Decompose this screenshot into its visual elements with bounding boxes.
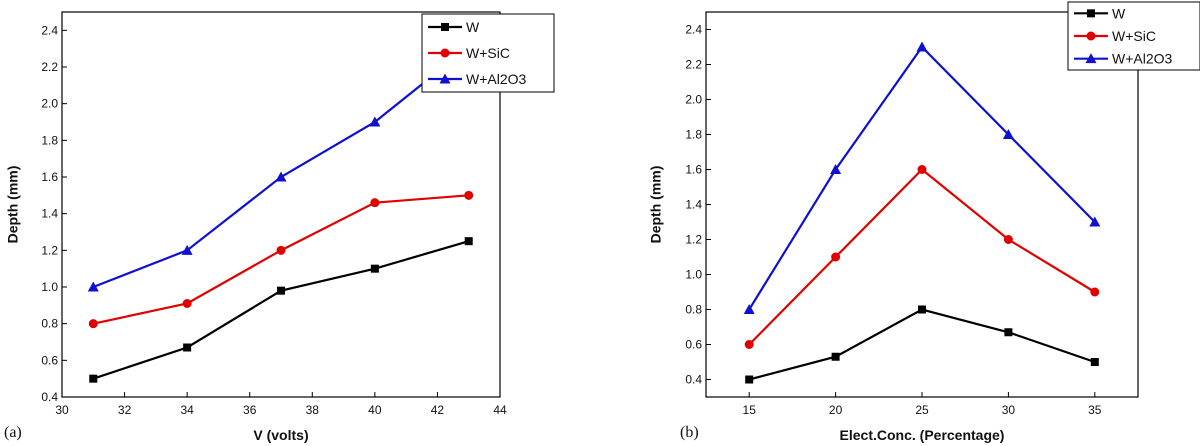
y-tick-label: 1.2 <box>685 233 702 247</box>
plot-frame <box>61 11 501 398</box>
y-tick-label: 1.2 <box>41 243 58 257</box>
y-tick-label: 0.8 <box>41 317 58 331</box>
y-tick-label: 1.6 <box>41 170 58 184</box>
x-axis-label: Elect.Conc. (Percentage) <box>840 427 1005 443</box>
data-point <box>1089 216 1101 227</box>
y-tick-label: 0.6 <box>685 338 702 352</box>
y-tick-label: 2.4 <box>41 23 58 37</box>
data-point <box>831 252 841 262</box>
data-point <box>745 375 754 384</box>
data-point <box>277 286 285 295</box>
legend-label: W+Al2O3 <box>1112 51 1173 67</box>
series-line <box>93 194 469 325</box>
x-axis-label: V (volts) <box>253 427 308 443</box>
y-tick-label: 0.4 <box>41 390 58 404</box>
legend-marker <box>1086 31 1096 41</box>
x-tick-label: 38 <box>306 403 320 417</box>
data-point <box>276 245 286 255</box>
x-tick-label: 30 <box>55 403 69 417</box>
x-tick-label: 25 <box>915 403 929 417</box>
y-tick-label: 0.8 <box>685 303 702 317</box>
x-tick-label: 42 <box>431 403 445 417</box>
x-tick-label: 35 <box>1088 403 1102 417</box>
series-line <box>748 168 1096 346</box>
data-point <box>1090 287 1100 297</box>
panel-label: (a) <box>4 424 22 441</box>
legend-marker <box>439 73 451 84</box>
data-point <box>183 343 192 352</box>
y-tick-label: 1.4 <box>685 198 702 212</box>
series-line <box>748 308 1096 381</box>
x-tick-label: 40 <box>368 403 382 417</box>
x-tick-label: 32 <box>118 403 132 417</box>
data-point <box>830 164 842 174</box>
y-tick-label: 1.0 <box>41 280 58 294</box>
legend-label: W <box>466 19 480 35</box>
panel-label: (b) <box>680 424 699 441</box>
data-point <box>1090 358 1099 366</box>
data-point <box>275 171 287 182</box>
data-point <box>369 116 381 127</box>
y-tick-label: 1.8 <box>685 128 702 142</box>
data-point <box>916 41 928 52</box>
x-tick-label: 30 <box>1002 403 1016 417</box>
x-tick-label: 44 <box>493 403 507 417</box>
data-point <box>87 281 99 292</box>
y-tick-label: 1.6 <box>685 163 702 177</box>
x-tick-label: 20 <box>829 403 843 417</box>
legend-marker <box>1087 9 1095 18</box>
y-axis-label: Depth (mm) <box>648 166 664 244</box>
data-point <box>89 374 98 383</box>
data-point <box>831 352 840 361</box>
data-point <box>370 264 379 273</box>
y-tick-label: 2.2 <box>41 60 58 74</box>
y-tick-label: 1.8 <box>41 133 58 147</box>
data-point <box>88 319 98 329</box>
data-point <box>464 237 473 246</box>
data-point <box>918 305 926 314</box>
y-tick-label: 0.4 <box>685 373 702 387</box>
y-axis-label: Depth (mm) <box>5 166 21 244</box>
data-point <box>917 165 927 174</box>
data-point <box>1002 129 1014 139</box>
x-tick-label: 36 <box>243 403 257 417</box>
data-point <box>1004 328 1013 337</box>
x-tick-label: 34 <box>180 403 194 417</box>
x-tick-label: 15 <box>743 403 757 417</box>
y-tick-label: 1.0 <box>685 268 702 282</box>
data-point <box>744 340 754 349</box>
data-point <box>743 304 755 314</box>
y-tick-label: 2.4 <box>685 23 702 37</box>
y-tick-label: 2.2 <box>685 58 702 72</box>
legend-label: W <box>1112 5 1126 21</box>
legend-label: W+Al2O3 <box>466 71 527 87</box>
legend-marker <box>1085 53 1097 64</box>
data-point <box>464 190 474 200</box>
y-tick-label: 2.0 <box>685 93 702 107</box>
data-point <box>370 198 380 208</box>
data-point <box>182 299 192 308</box>
data-point <box>181 244 193 255</box>
legend-marker <box>441 23 449 31</box>
series-line <box>748 45 1096 311</box>
chart-panel-b: 15 20 25 30 35 0.4 0.6 0.8 1.0 1.2 1.4 1.6 1.8 2.0 2.2… <box>648 1 1200 443</box>
y-tick-label: 2.0 <box>41 97 58 111</box>
legend-marker <box>440 48 450 58</box>
series-line <box>92 240 470 380</box>
data-point <box>1003 235 1013 244</box>
chart-panel-a: 30 32 34 36 38 40 42 44 0.4 0.6 0.8 1.0 1.2 1.4 1.6 1.8… <box>4 11 555 443</box>
y-tick-label: 0.6 <box>41 353 58 367</box>
legend-label: W+SiC <box>1112 28 1156 44</box>
y-tick-label: 1.4 <box>41 207 58 221</box>
legend-label: W+SiC <box>466 45 510 61</box>
